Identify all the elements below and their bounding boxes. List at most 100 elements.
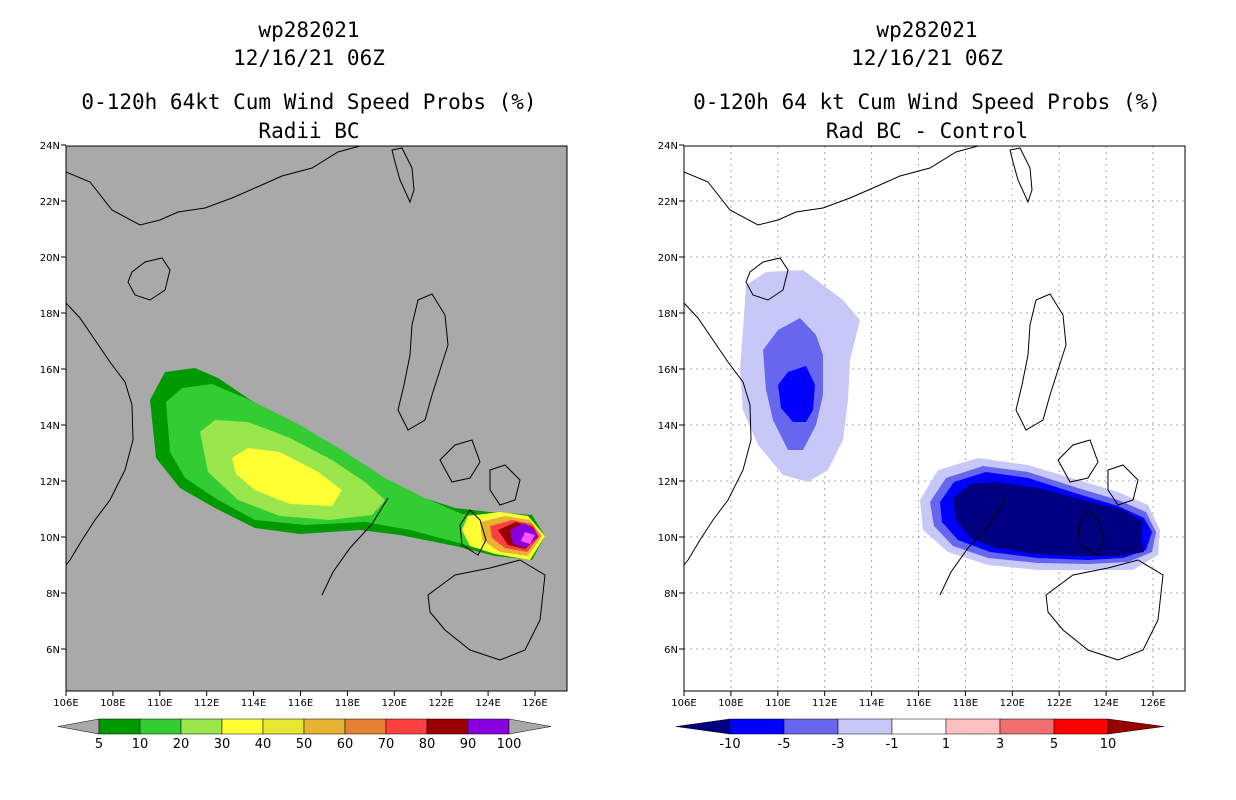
prob-30-region xyxy=(232,448,342,506)
lon-label: 120E xyxy=(382,698,407,709)
lat-label: 20N xyxy=(658,253,678,264)
colorbar-label: -10 xyxy=(719,737,740,752)
colorbar-label: 20 xyxy=(173,737,190,752)
axis-ticks: 106E 108E 110E 112E 114E 116E 118E 120E 122E 124E… xyxy=(658,141,1166,709)
lat-label: 6N xyxy=(46,645,60,656)
lat-label: 14N xyxy=(40,421,60,432)
diff-minus10-east xyxy=(953,482,1144,556)
colorbar-label: 60 xyxy=(337,737,354,752)
lat-label: 24N xyxy=(658,141,678,152)
lon-label: 120E xyxy=(1000,698,1025,709)
grid-lines xyxy=(684,146,1185,691)
coastlines xyxy=(66,146,546,661)
lon-label: 122E xyxy=(428,698,453,709)
map-frame xyxy=(683,145,1186,692)
lat-label: 6N xyxy=(664,645,678,656)
coastlines xyxy=(684,146,1164,661)
colorbar: -10 -5 -3 -1 1 3 5 10 xyxy=(675,718,1165,752)
colorbar-label: -5 xyxy=(778,737,791,752)
difference-contours xyxy=(740,270,1160,570)
colorbar-box xyxy=(385,718,428,735)
colorbar-label: 50 xyxy=(296,737,313,752)
colorbar-box xyxy=(945,718,1001,735)
datetime: 12/16/21 06Z xyxy=(851,46,1003,70)
lat-label: 24N xyxy=(40,141,60,152)
lat-label: 22N xyxy=(658,197,678,208)
colorbar-box xyxy=(999,718,1055,735)
lat-label: 14N xyxy=(658,421,678,432)
lon-label: 106E xyxy=(671,698,696,709)
colorbar-label: 10 xyxy=(1100,737,1117,752)
lat-label: 8N xyxy=(664,589,678,600)
colorbar-label: 70 xyxy=(378,737,395,752)
lon-label: 124E xyxy=(1093,698,1118,709)
colorbar-box xyxy=(221,718,264,735)
lat-label: 20N xyxy=(40,253,60,264)
colorbar-label: 80 xyxy=(419,737,436,752)
colorbar-box xyxy=(98,718,141,735)
colorbar-arrow-left xyxy=(675,718,731,735)
lat-label: 12N xyxy=(40,477,60,488)
lon-label: 110E xyxy=(147,698,172,709)
lon-label: 118E xyxy=(953,698,978,709)
colorbar-box xyxy=(891,718,947,735)
colorbar-box xyxy=(180,718,223,735)
right-map: 106E 108E 110E 112E 114E 116E 118E 120E 122E 124E… xyxy=(658,141,1186,752)
lon-label: 122E xyxy=(1046,698,1071,709)
colorbar-label: 1 xyxy=(942,737,950,752)
plot-title: 0-120h 64kt Cum Wind Speed Probs (%) xyxy=(81,90,537,114)
datetime: 12/16/21 06Z xyxy=(233,46,385,70)
colorbar-box xyxy=(783,718,839,735)
colorbar-box xyxy=(729,718,785,735)
lon-label: 112E xyxy=(194,698,219,709)
plot-subtitle: Rad BC - Control xyxy=(825,119,1029,143)
colorbar-label: 100 xyxy=(497,737,522,752)
lon-label: 126E xyxy=(522,698,547,709)
colorbar-box xyxy=(837,718,893,735)
colorbar: 5 10 20 30 40 50 60 70 80 90 100 xyxy=(57,718,552,752)
storm-id: wp282021 xyxy=(876,18,978,42)
lat-label: 8N xyxy=(46,589,60,600)
colorbar-label: 40 xyxy=(255,737,272,752)
lat-label: 12N xyxy=(658,477,678,488)
diff-minus5-west xyxy=(778,366,815,422)
colorbar-label: 3 xyxy=(996,737,1004,752)
right-panel: wp282021 12/16/21 06Z 0-120h 64 kt Cum W… xyxy=(618,0,1236,800)
prob-100-core xyxy=(521,532,535,544)
lon-label: 116E xyxy=(906,698,931,709)
colorbar-label: -1 xyxy=(886,737,899,752)
lon-label: 108E xyxy=(718,698,743,709)
colorbar-label: 30 xyxy=(214,737,231,752)
lon-label: 112E xyxy=(812,698,837,709)
colorbar-arrow-right xyxy=(1107,718,1165,735)
colorbar-box xyxy=(303,718,346,735)
lon-label: 124E xyxy=(475,698,500,709)
colorbar-box xyxy=(262,718,305,735)
probability-contours xyxy=(150,368,545,560)
colorbar-label: 5 xyxy=(1050,737,1058,752)
colorbar-box xyxy=(467,718,510,735)
lon-label: 106E xyxy=(53,698,78,709)
left-map: 106E 108E 110E 112E 114E 116E 118E 120E 122E 124E… xyxy=(40,141,568,752)
plot-title: 0-120h 64 kt Cum Wind Speed Probs (%) xyxy=(693,90,1161,114)
colorbar-label: 10 xyxy=(132,737,149,752)
lon-label: 108E xyxy=(100,698,125,709)
colorbar-box xyxy=(426,718,469,735)
colorbar-label: 90 xyxy=(460,737,477,752)
colorbar-label: 5 xyxy=(95,737,103,752)
lon-label: 118E xyxy=(335,698,360,709)
colorbar-box xyxy=(344,718,387,735)
map-frame xyxy=(65,145,568,692)
left-panel: wp282021 12/16/21 06Z 0-120h 64kt Cum Wi… xyxy=(40,18,568,752)
colorbar-label: -3 xyxy=(832,737,845,752)
lon-label: 114E xyxy=(859,698,884,709)
map-background xyxy=(66,146,567,691)
colorbar-arrow-left xyxy=(57,718,100,735)
lat-label: 16N xyxy=(658,365,678,376)
lat-label: 10N xyxy=(658,533,678,544)
lon-label: 126E xyxy=(1140,698,1165,709)
colorbar-box xyxy=(139,718,182,735)
colorbar-arrow-right xyxy=(508,718,552,735)
storm-id: wp282021 xyxy=(258,18,360,42)
lat-label: 16N xyxy=(40,365,60,376)
